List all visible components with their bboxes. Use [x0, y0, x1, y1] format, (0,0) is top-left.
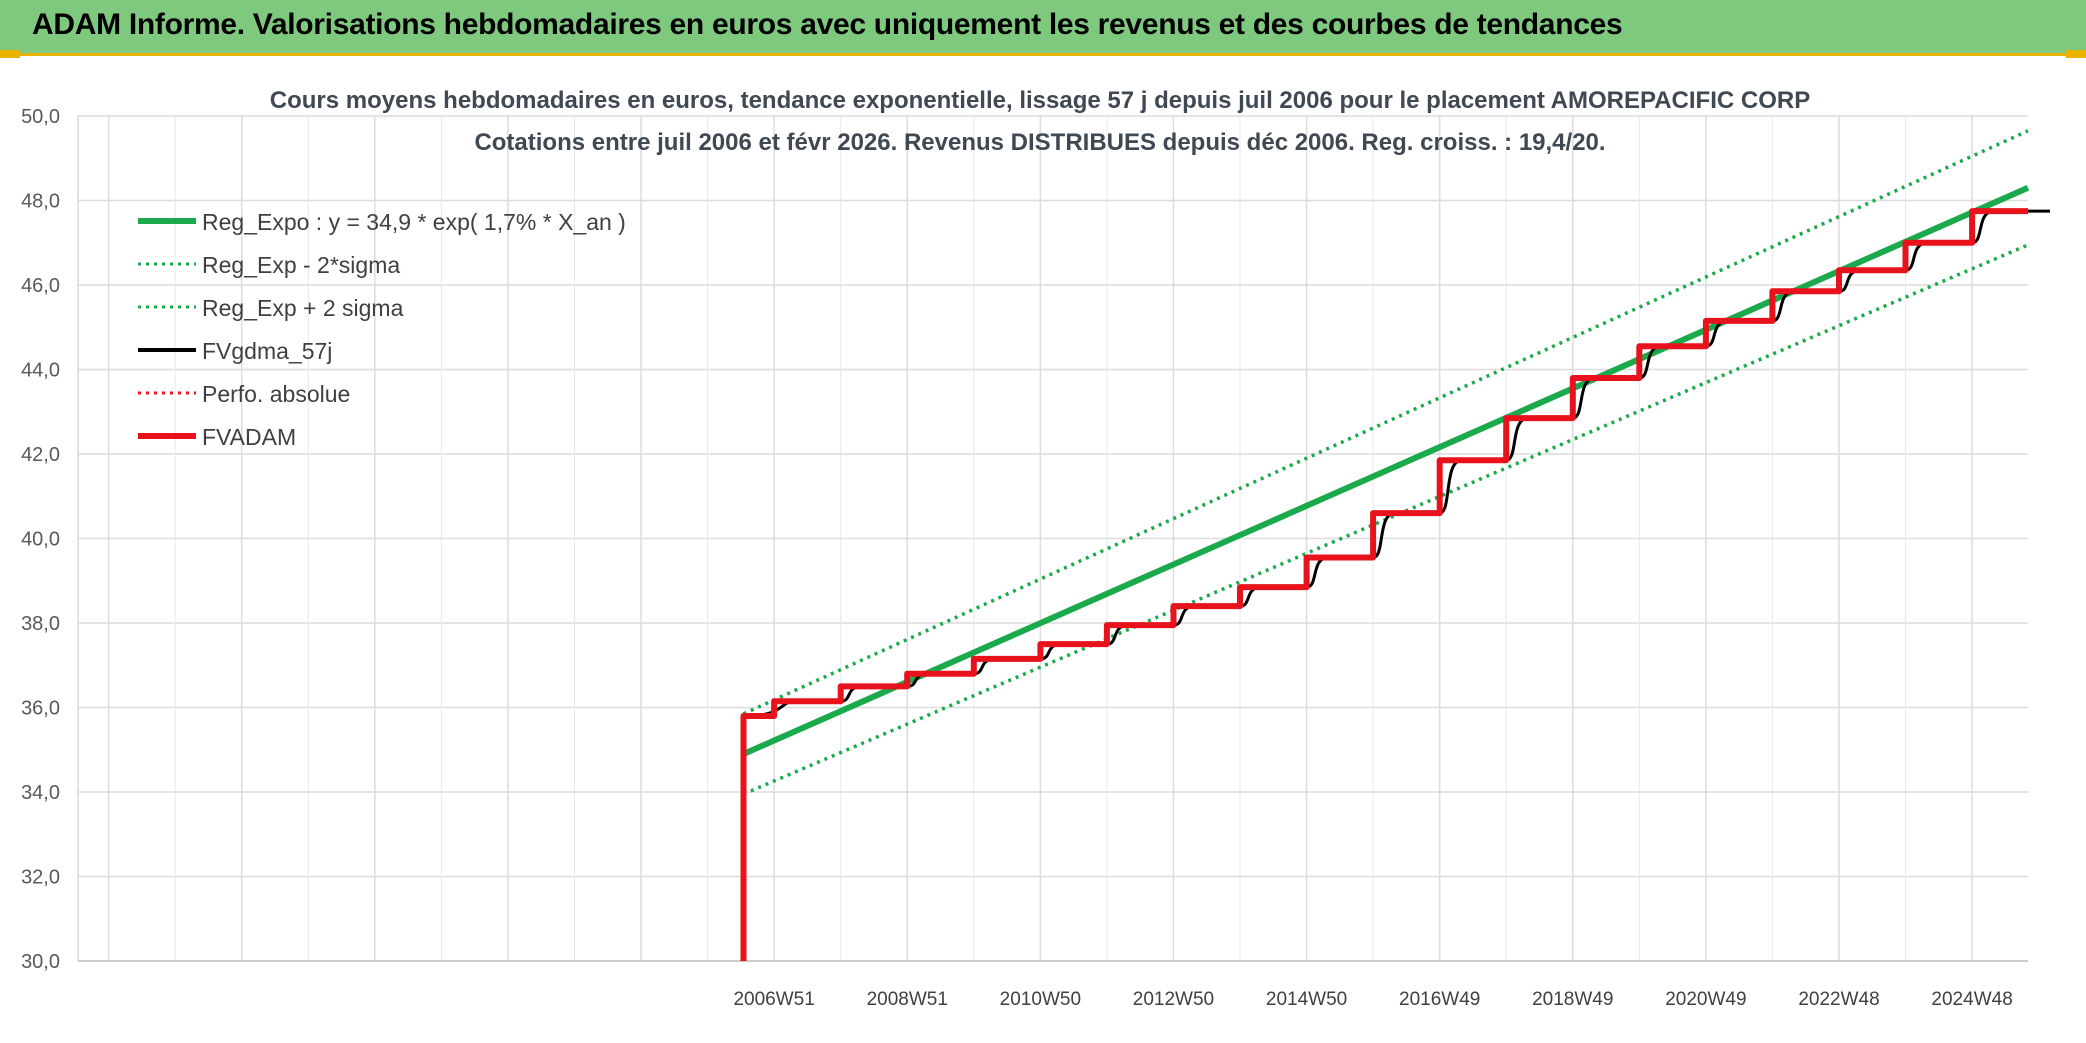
x-tick-label: 2006W51	[733, 989, 814, 1010]
chart-title: Cours moyens hebdomadaires en euros, ten…	[270, 87, 1810, 114]
series-line-reg-expo-y-34-9-exp-1-7-x-an	[742, 185, 2030, 757]
x-tick-label: 2018W49	[1532, 989, 1613, 1010]
legend-entry: Perfo. absolue	[202, 381, 350, 407]
y-tick-label: 42,0	[21, 444, 60, 466]
series-line-fvadam	[740, 208, 2028, 961]
legend-entry: FVADAM	[202, 424, 296, 450]
y-tick-label: 48,0	[21, 191, 60, 213]
corner-accent-left	[0, 50, 20, 58]
legend-entry: FVgdma_57j	[202, 338, 332, 364]
header-banner: ADAM Informe. Valorisations hebdomadaire…	[0, 0, 2086, 56]
chart-titles: Cours moyens hebdomadaires en euros, ten…	[270, 87, 1810, 156]
x-tick-label: 2020W49	[1665, 989, 1746, 1010]
x-tick-label: 2016W49	[1399, 989, 1480, 1010]
y-tick-label: 34,0	[21, 782, 60, 804]
y-tick-label: 46,0	[21, 275, 60, 297]
y-tick-label: 50,0	[21, 106, 60, 128]
chart-area: 30,0 32,0 34,0 36,0 38,0 40,0 42,0 44,0 46,0 48,0…	[0, 56, 2086, 1038]
x-tick-label: 2010W50	[1000, 989, 1081, 1010]
x-tick-label: 2008W51	[867, 989, 948, 1010]
line-chart: 30,0 32,0 34,0 36,0 38,0 40,0 42,0 44,0 46,0 48,0…	[21, 87, 2050, 1010]
grid	[78, 115, 2028, 962]
x-tick-label: 2014W50	[1266, 989, 1347, 1010]
legend-entry: Reg_Exp + 2 sigma	[202, 295, 404, 321]
y-tick-label: 36,0	[21, 698, 60, 720]
series-line-fvgdma-57j	[742, 209, 2050, 961]
x-tick-label: 2022W48	[1798, 989, 1879, 1010]
legend-entry: Reg_Expo : y = 34,9 * exp( 1,7% * X_an )	[202, 209, 626, 235]
legend: Reg_Expo : y = 34,9 * exp( 1,7% * X_an )…	[138, 209, 626, 450]
y-tick-label: 40,0	[21, 529, 60, 551]
corner-accent-right	[2066, 50, 2086, 58]
x-tick-label: 2024W48	[1931, 989, 2012, 1010]
y-tick-label: 44,0	[21, 360, 60, 382]
legend-entry: Reg_Exp - 2*sigma	[202, 252, 400, 278]
series-line-reg-exp-2-sigma	[742, 129, 2029, 716]
page-title: ADAM Informe. Valorisations hebdomadaire…	[32, 8, 1623, 41]
axes: 30,0 32,0 34,0 36,0 38,0 40,0 42,0 44,0 46,0 48,0…	[21, 106, 2028, 1010]
series	[740, 129, 2050, 961]
y-tick-label: 38,0	[21, 613, 60, 635]
chart-subtitle: Cotations entre juil 2006 et févr 2026. …	[474, 129, 1605, 156]
y-tick-label: 30,0	[21, 951, 60, 973]
x-tick-label: 2012W50	[1133, 989, 1214, 1010]
y-tick-label: 32,0	[21, 867, 60, 889]
